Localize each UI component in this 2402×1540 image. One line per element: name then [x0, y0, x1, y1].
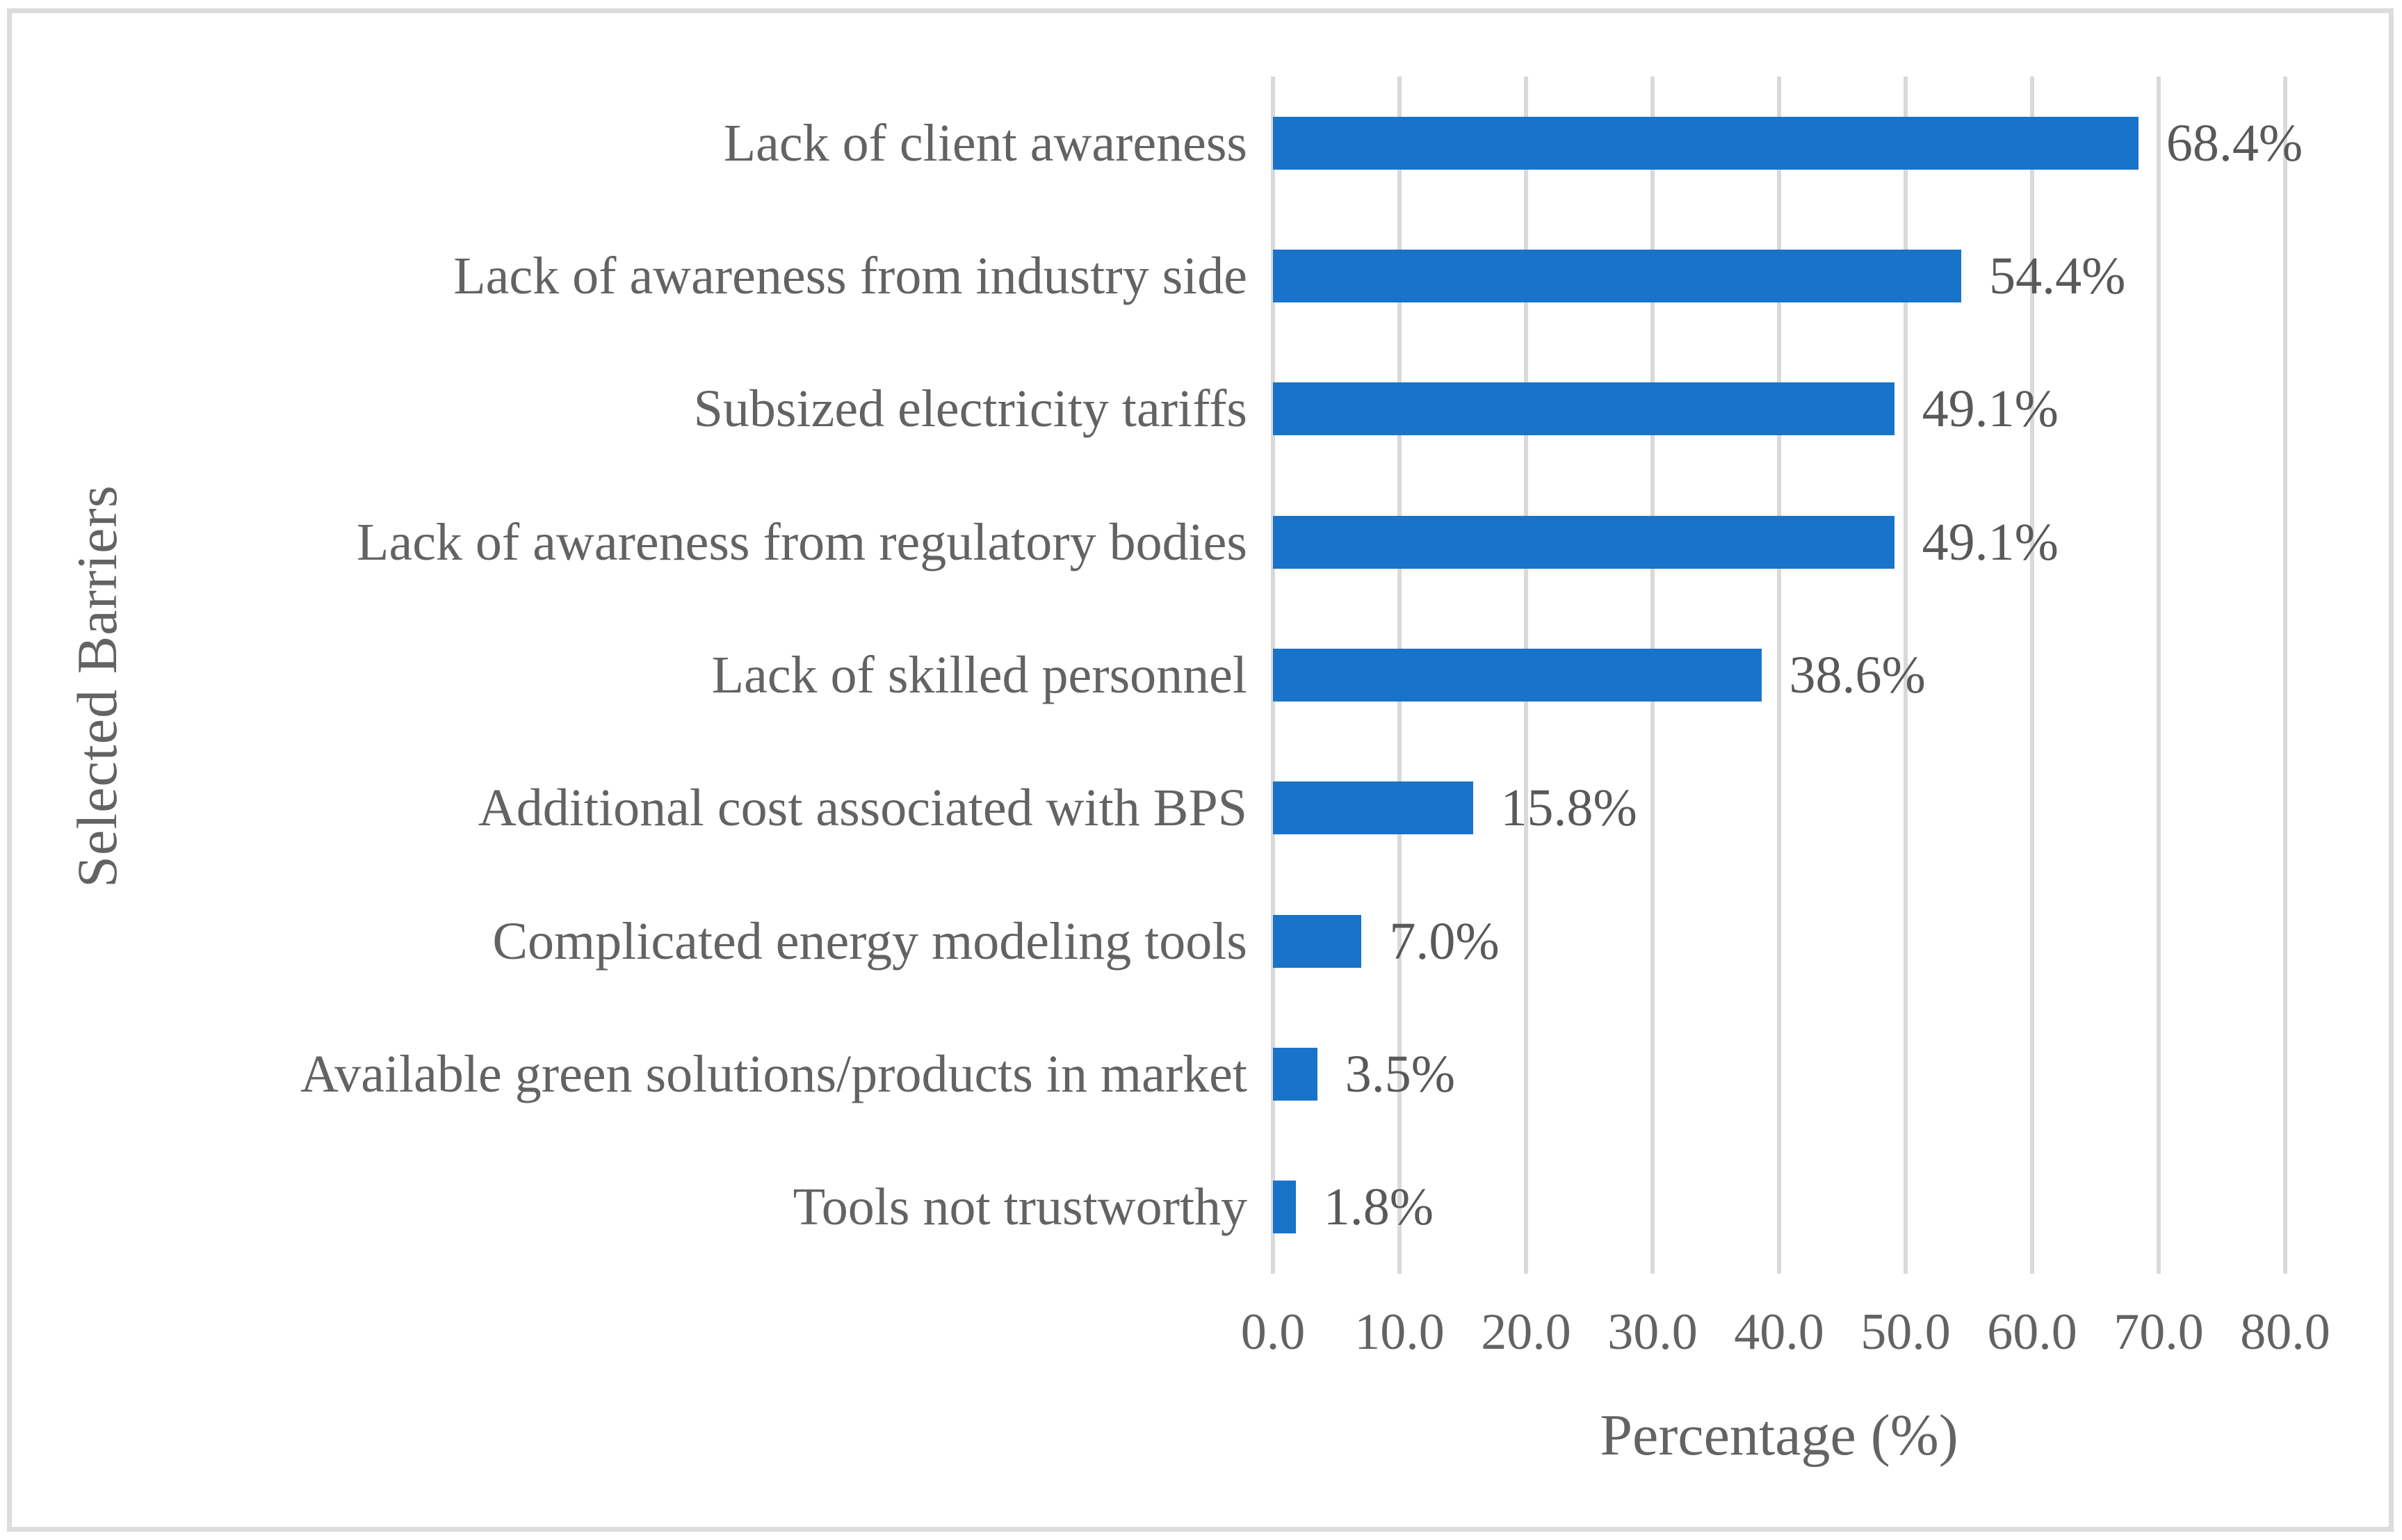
bar — [1273, 116, 2139, 170]
x-tick-label: 10.0 — [1354, 1304, 1445, 1361]
gridline-80.0 — [2283, 76, 2287, 1274]
bar — [1273, 781, 1473, 835]
category-label: Subsized electricity tariffs — [693, 380, 1247, 439]
x-tick-label: 0.0 — [1240, 1304, 1306, 1361]
gridline-60.0 — [2030, 76, 2034, 1274]
x-tick-label: 20.0 — [1481, 1304, 1571, 1361]
bar — [1273, 250, 1962, 302]
category-label: Complicated energy modeling tools — [492, 911, 1247, 971]
category-label: Lack of awareness from regulatory bodies — [357, 512, 1247, 572]
bar — [1273, 382, 1894, 436]
category-label: Lack of awareness from industry side — [453, 247, 1247, 305]
bar — [1273, 649, 1762, 702]
x-tick-label: 30.0 — [1607, 1304, 1698, 1361]
bar — [1273, 515, 1894, 569]
value-label: 49.1% — [1922, 380, 2059, 439]
x-tick-label: 70.0 — [2113, 1304, 2204, 1361]
category-label: Lack of skilled personnel — [711, 646, 1247, 704]
category-label: Available green solutions/products in ma… — [300, 1045, 1247, 1103]
value-label: 49.1% — [1922, 512, 2059, 572]
value-label: 68.4% — [2166, 113, 2303, 172]
bar — [1273, 914, 1362, 968]
gridline-70.0 — [2157, 76, 2161, 1274]
value-label: 7.0% — [1389, 911, 1500, 971]
value-label: 38.6% — [1789, 646, 1926, 704]
x-tick-label: 80.0 — [2240, 1304, 2330, 1361]
value-label: 3.5% — [1345, 1045, 1455, 1103]
x-axis-title: Percentage (%) — [1600, 1403, 1958, 1468]
x-tick-label: 50.0 — [1860, 1304, 1951, 1361]
value-label: 15.8% — [1500, 779, 1637, 838]
chart-frame — [7, 8, 2394, 1532]
value-label: 1.8% — [1323, 1178, 1434, 1237]
gridline-40.0 — [1777, 76, 1781, 1274]
category-label: Lack of client awareness — [723, 113, 1247, 172]
category-label: Additional cost associated with BPS — [478, 779, 1247, 838]
bar — [1273, 1181, 1296, 1234]
x-tick-label: 60.0 — [1987, 1304, 2077, 1361]
x-tick-label: 40.0 — [1734, 1304, 1824, 1361]
gridline-50.0 — [1904, 76, 1908, 1274]
bar — [1273, 1048, 1317, 1101]
value-label: 54.4% — [1989, 247, 2126, 305]
category-label: Tools not trustworthy — [793, 1178, 1247, 1237]
